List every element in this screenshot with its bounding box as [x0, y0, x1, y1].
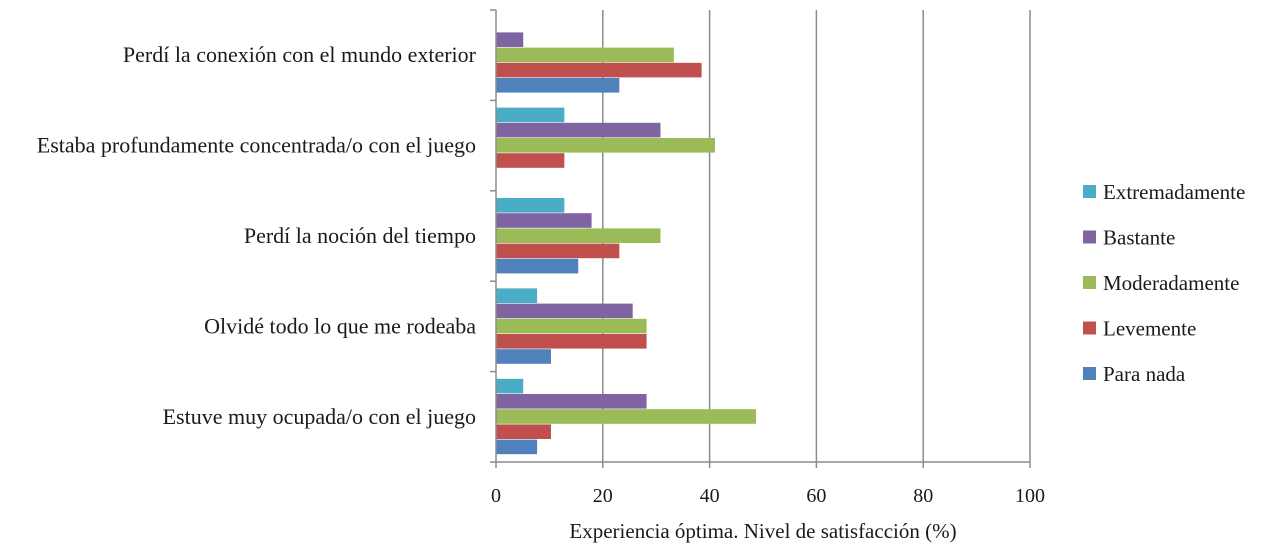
- x-tick-label: 80: [913, 485, 933, 507]
- category-label: Perdí la conexión con el mundo exterior: [123, 42, 477, 67]
- bar-bastante-0: [496, 32, 524, 47]
- bar-extremadamente-4: [496, 378, 524, 394]
- x-tick-label: 20: [593, 485, 613, 507]
- bars: [496, 32, 757, 455]
- bar-bastante-3: [496, 303, 633, 319]
- bar-para-nada-0: [496, 78, 620, 93]
- bar-para-nada-3: [496, 349, 552, 364]
- legend: Extremadamente Bastante Moderadamente Levem…: [1083, 180, 1245, 386]
- x-tick-label: 0: [491, 485, 501, 507]
- bar-para-nada-4: [496, 439, 538, 455]
- legend-label: Moderadamente: [1103, 271, 1239, 295]
- bar-moderadamente-0: [496, 47, 674, 63]
- bar-moderadamente-3: [496, 318, 647, 334]
- category-label: Olvidé todo lo que me rodeaba: [204, 313, 476, 338]
- bar-moderadamente-2: [496, 228, 661, 243]
- category-label: Estaba profundamente concentrada/o con e…: [37, 133, 476, 158]
- bar-levemente-2: [496, 243, 620, 259]
- legend-label: Bastante: [1103, 226, 1175, 250]
- bar-levemente-3: [496, 334, 647, 349]
- category-label: Estuve muy ocupada/o con el juego: [163, 404, 476, 429]
- bar-bastante-1: [496, 122, 661, 138]
- bar-levemente-1: [496, 153, 565, 168]
- bar-bastante-2: [496, 213, 592, 228]
- legend-swatch-para-nada: [1083, 367, 1096, 380]
- category-label: Perdí la noción del tiempo: [244, 223, 476, 248]
- bar-para-nada-2: [496, 258, 579, 274]
- bar-levemente-4: [496, 424, 552, 439]
- x-tick-label: 60: [806, 485, 826, 507]
- bar-bastante-4: [496, 394, 647, 409]
- legend-label: Para nada: [1103, 362, 1186, 386]
- bar-extremadamente-3: [496, 288, 538, 303]
- legend-swatch-extremadamente: [1083, 185, 1096, 198]
- bar-extremadamente-1: [496, 107, 565, 123]
- legend-label: Levemente: [1103, 317, 1196, 341]
- legend-label: Extremadamente: [1103, 180, 1245, 204]
- x-axis-ticks: 0 20 40 60 80 100: [490, 9, 1045, 507]
- bar-extremadamente-2: [496, 198, 565, 213]
- category-labels: Perdí la conexión con el mundo exterior E…: [37, 42, 477, 429]
- x-tick-label: 100: [1015, 485, 1045, 507]
- bar-levemente-0: [496, 62, 702, 78]
- x-tick-label: 40: [700, 485, 720, 507]
- x-axis-title: Experiencia óptima. Nivel de satisfacció…: [569, 519, 956, 543]
- bar-moderadamente-1: [496, 138, 715, 153]
- legend-swatch-levemente: [1083, 321, 1096, 335]
- legend-swatch-bastante: [1083, 230, 1096, 244]
- bar-moderadamente-4: [496, 409, 757, 424]
- gridlines: [602, 10, 1031, 462]
- legend-swatch-moderadamente: [1083, 276, 1096, 289]
